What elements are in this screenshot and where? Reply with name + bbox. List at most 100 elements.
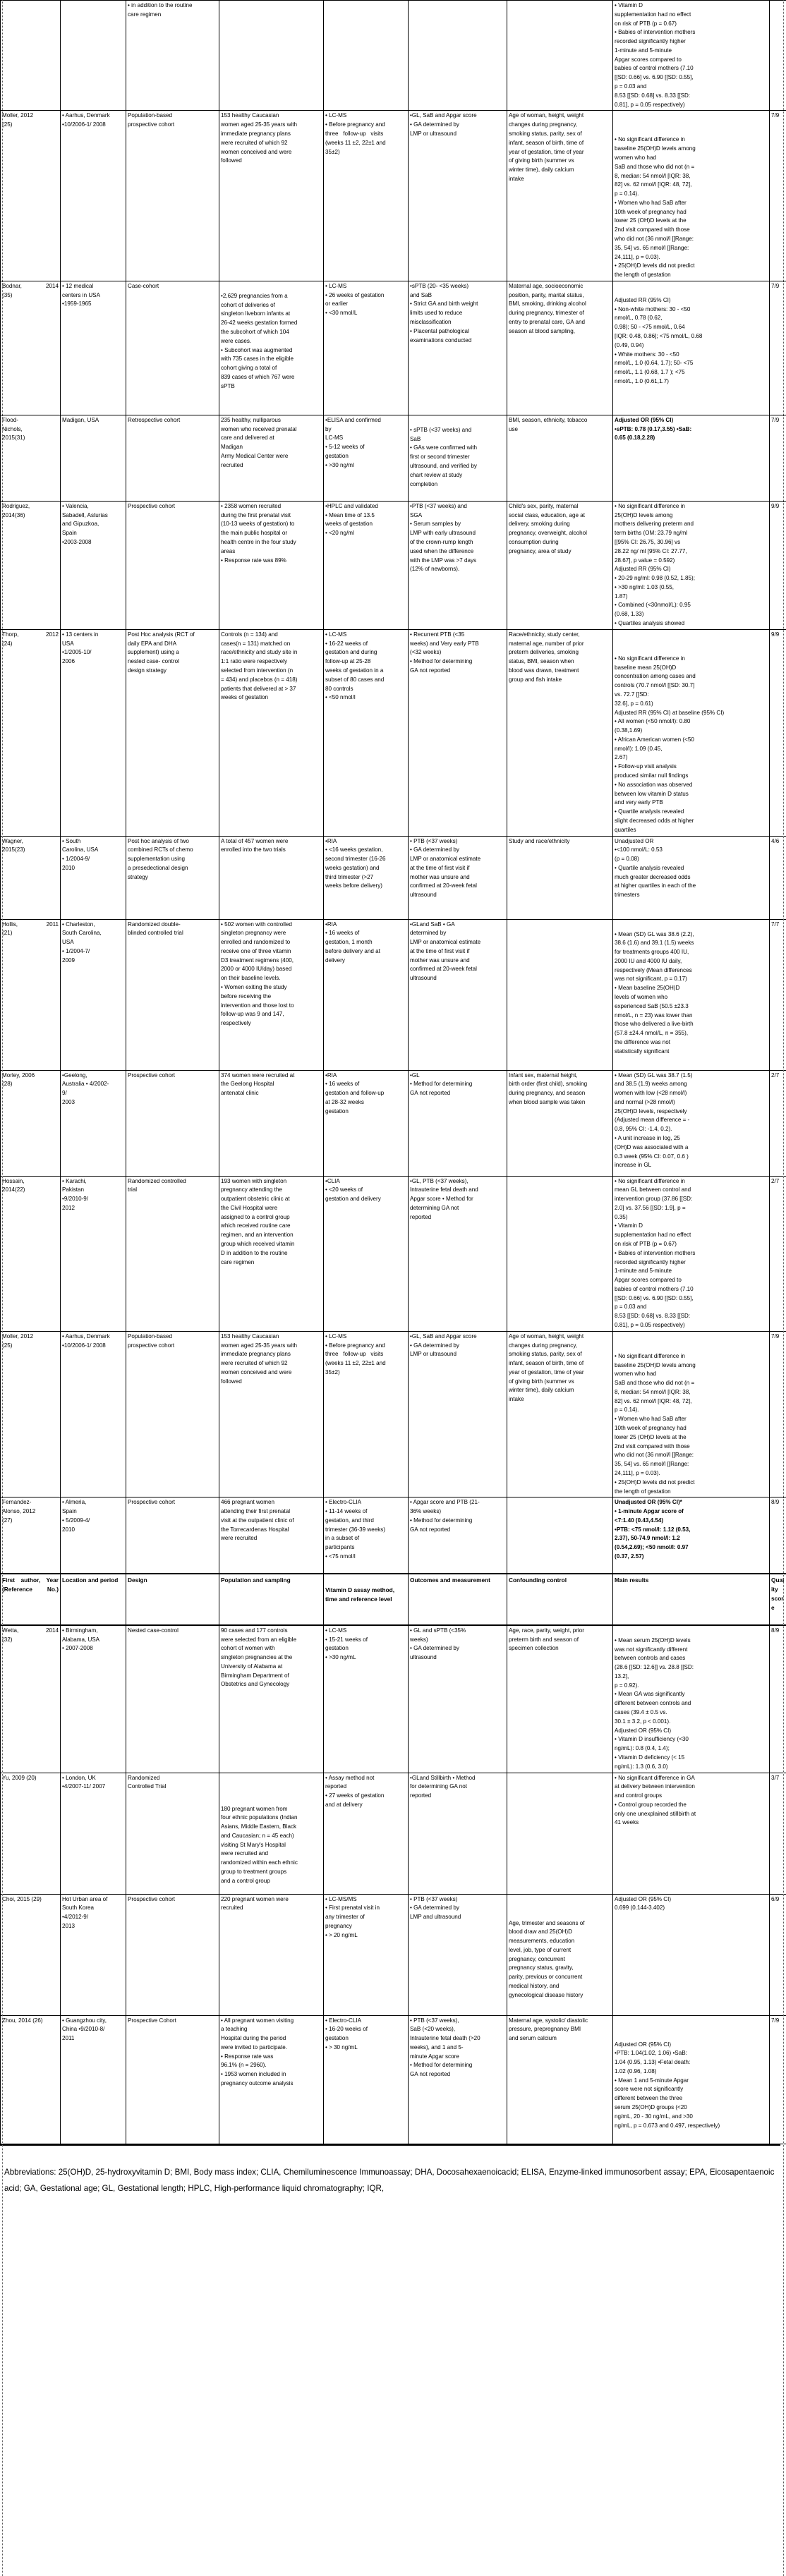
header-label: Quality score (771, 1576, 785, 1612)
quality-text: 7/9 (771, 1332, 780, 1339)
cell-design: Post Hoc analysis (RCT of daily EPA and … (126, 628, 219, 837)
table-body: • in addition to the routine care regime… (0, 0, 786, 2144)
cell-design: Prospective cohort (126, 1893, 219, 2016)
cell-design: • in addition to the routine care regime… (126, 0, 219, 111)
location-text: • Karachi, Pakistan •9/2010-9/ 2012 (62, 1177, 89, 1211)
cell-assay: •RIA • <16 weeks gestation, second trime… (323, 835, 409, 920)
location-text: • Charleston, South Carolina, USA • 1/20… (62, 921, 102, 964)
assay-text: • LC-MS • 26 weeks of gestation or earli… (325, 282, 385, 317)
cell-results: • Mean (SD) GL was 38.7 (1.5) and 38.5 (… (612, 1069, 770, 1177)
location-text: Hot Urban area of South Korea •4/2012-9/… (62, 1895, 108, 1929)
quality-text: 9/9 (771, 502, 780, 509)
quality-text: 4/6 (771, 837, 780, 844)
cell-confounding: Age, trimester and seasons of blood draw… (507, 1893, 613, 2016)
cell-population: • All pregnant women visiting a teaching… (219, 2015, 324, 2144)
population-text: 180 pregnant women from four ethnic popu… (221, 1805, 298, 1884)
confounding-text: Race/ethnicity, study center, maternal a… (509, 631, 584, 683)
cell-location: • 13 centers in USA •1/2005-10/ 2006 (60, 628, 126, 837)
header-label: Design (128, 1576, 147, 1584)
assay-text: •RIA • <16 weeks gestation, second trime… (325, 837, 386, 889)
cell-population: • 502 women with controlled singleton pr… (219, 918, 324, 1071)
design-text: Post Hoc analysis (RCT of daily EPA and … (128, 631, 195, 674)
cell-assay: • Assay method not reported • 27 weeks o… (323, 1772, 409, 1895)
cell-confounding: Maternal age, systolic/ diastolic pressu… (507, 2015, 613, 2144)
assay-text: •CLIA • <20 weeks of gestation and deliv… (325, 1177, 381, 1203)
cell-location (60, 0, 126, 111)
cell-results: Unadjusted OR •<100 nmol/L: 0.53 (p = 0.… (612, 835, 770, 920)
results-text: • Mean serum 25(OH)D levels was not sign… (615, 1636, 694, 1770)
author-text: Hollis, 2011 (21) (2, 921, 59, 937)
column-header-results: Main results (612, 1572, 770, 1626)
cell-outcomes: •GL, SaB and Apgar score • GA determined… (408, 110, 507, 281)
cell-location: • South Carolina, USA • 1/2004-9/ 2010 (60, 835, 126, 920)
quality-text: 9/9 (771, 631, 780, 638)
table-row: Wetta, 2014 (32) • Birmingham, Alabama, … (0, 1624, 786, 1773)
cell-assay: •RIA • 16 weeks of gestation and follow-… (323, 1069, 409, 1177)
cell-location: •Geelong, Australia • 4/2002- 9/ 2003 (60, 1069, 126, 1177)
cell-confounding (507, 1175, 613, 1332)
table-row: Hossain, 2014(22) • Karachi, Pakistan •9… (0, 1175, 786, 1332)
population-text: 235 healthy, nulliparous women who recei… (221, 416, 297, 468)
assay-text: • LC-MS • Before pregnancy and three fol… (325, 112, 386, 155)
assay-text: •ELISA and confirmed by LC-MS • 5-12 wee… (325, 416, 381, 468)
results-text: • No significant difference in baseline … (615, 655, 725, 833)
cell-author: Thorp, 2012 (24) (0, 628, 61, 837)
cell-design: Prospective cohort (126, 1069, 219, 1177)
cell-population: 90 cases and 177 controls were selected … (219, 1624, 324, 1773)
cell-outcomes: •GLand SaB • GA determined by LMP or ana… (408, 918, 507, 1071)
outcomes-text: •sPTB (20- <35 weeks) and SaB • Strict G… (410, 282, 478, 344)
header-label: Vitamin D assay method, time and referen… (325, 1586, 397, 1603)
cell-outcomes: •GL • Method for determining GA not repo… (408, 1069, 507, 1177)
cell-assay: • Electro-CLIA • 16-20 weeks of gestatio… (323, 2015, 409, 2144)
cell-population: 235 healthy, nulliparous women who recei… (219, 414, 324, 502)
author-text: Rodriguez, 2014(36) (2, 502, 30, 518)
outcomes-text: •GL • Method for determining GA not repo… (410, 1071, 473, 1097)
cell-assay: • LC-MS • Before pregnancy and three fol… (323, 110, 409, 281)
cell-design: Randomized controlled trial (126, 1175, 219, 1332)
column-header-assay: Vitamin D assay method, time and referen… (323, 1572, 409, 1626)
cell-outcomes: • GL and sPTB (<35% weeks) • GA determin… (408, 1624, 507, 1773)
cell-author: Choi, 2015 (29) (0, 1893, 61, 2016)
design-text: • in addition to the routine care regime… (128, 2, 193, 18)
location-text: • Almeria, Spain • 5/2009-4/ 2010 (62, 1499, 90, 1533)
cell-results: • Mean (SD) GL was 38.6 (2.2), 38.6 (1.6… (612, 918, 770, 1071)
cell-assay: •RIA • 16 weeks of gestation, 1 month be… (323, 918, 409, 1071)
population-text: 153 healthy Caucasian women aged 25-35 y… (221, 112, 297, 164)
results-text: Adjusted OR (95% CI) •PTB: 1.04(1.02, 1.… (615, 2041, 720, 2129)
cell-design: Prospective cohort (126, 1497, 219, 1574)
cell-location: • Guangzhou city, China •9/2010-8/ 2011 (60, 2015, 126, 2144)
population-text: 193 women with singleton pregnancy atten… (221, 1177, 295, 1265)
author-text: Moller, 2012 (25) (2, 112, 34, 128)
outcomes-text: •PTB (<37 weeks) and SGA • Serum samples… (410, 502, 477, 573)
header-label: Location and period (62, 1576, 119, 1584)
outcomes-text: •GLand SaB • GA determined by LMP or ana… (410, 921, 481, 982)
cell-location: • London, UK •4/2007-11/ 2007 (60, 1772, 126, 1895)
population-text: A total of 457 women were enrolled into … (221, 837, 289, 853)
author-text: Zhou, 2014 (26) (2, 2017, 43, 2024)
design-text: Case-cohort (128, 282, 159, 289)
confounding-text: Infant sex, maternal height, birth order… (509, 1071, 588, 1105)
cell-results: Adjusted OR (95% CI) •PTB: 1.04(1.02, 1.… (612, 2015, 770, 2144)
author-text: Moller, 2012 (25) (2, 1332, 34, 1349)
population-text: •2,629 pregnancies from a cohort of deli… (221, 292, 298, 389)
location-text: • London, UK •4/2007-11/ 2007 (62, 1774, 106, 1790)
quality-text: 6/9 (771, 1895, 780, 1902)
location-text: • South Carolina, USA • 1/2004-9/ 2010 (62, 837, 99, 871)
cell-outcomes: • Apgar score and PTB (21- 36% weeks) • … (408, 1497, 507, 1574)
author-text: Bodnar, 2014 (35) (2, 282, 59, 298)
assay-text: •RIA • 16 weeks of gestation and follow-… (325, 1071, 385, 1114)
cell-assay: •ELISA and confirmed by LC-MS • 5-12 wee… (323, 414, 409, 502)
cell-outcomes (408, 0, 507, 111)
cell-design: Randomized Controlled Trial (126, 1772, 219, 1895)
cell-location: • Karachi, Pakistan •9/2010-9/ 2012 (60, 1175, 126, 1332)
quality-text: 7/9 (771, 282, 780, 289)
column-header-outcomes: Outcomes and measurement (408, 1572, 507, 1626)
cell-author: Wagner, 2015(23) (0, 835, 61, 920)
cell-location: • Almeria, Spain • 5/2009-4/ 2010 (60, 1497, 126, 1574)
design-text: Prospective Cohort (128, 2017, 176, 2024)
quality-text: 7/9 (771, 2017, 780, 2024)
cell-author: Moller, 2012 (25) (0, 1330, 61, 1498)
cell-author: Flood- Nichols, 2015(31) (0, 414, 61, 502)
column-header-confounding: Confounding control (507, 1572, 613, 1626)
assay-text: • LC-MS/MS • First prenatal visit in any… (325, 1895, 380, 1938)
